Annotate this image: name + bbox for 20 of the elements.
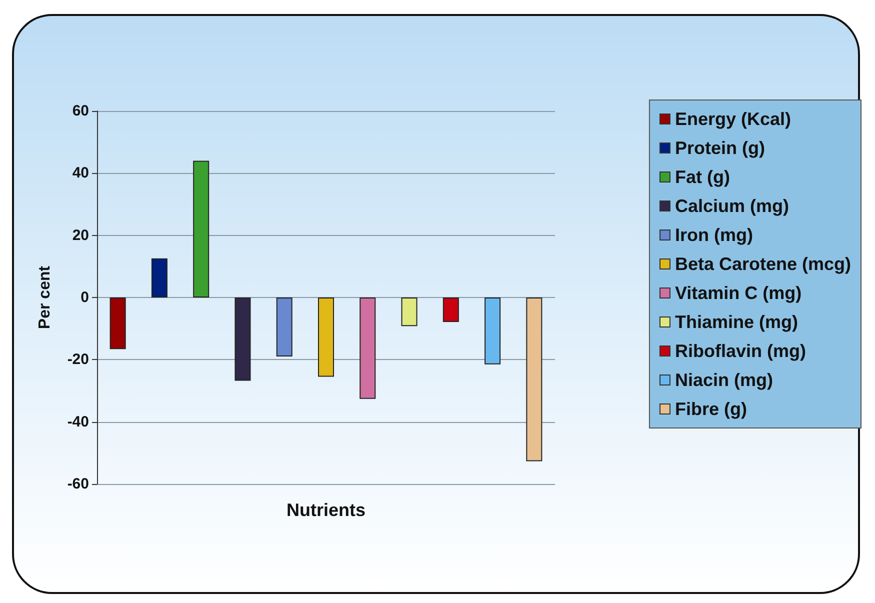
y-tick-label: 60 [72, 102, 89, 120]
legend-label: Thiamine (mg) [674, 312, 798, 332]
y-tick-label: 0 [80, 289, 89, 306]
y-tick-label: 20 [72, 226, 89, 244]
y-axis-title: Per cent [36, 265, 54, 330]
legend-label: Iron (mg) [674, 225, 753, 245]
legend-label: Calcium (mg) [674, 196, 789, 216]
y-tick-label: -40 [67, 413, 89, 430]
legend-label: Vitamin C (mg) [674, 283, 802, 303]
y-tick-label: -20 [67, 351, 89, 368]
legend-label: Beta Carotene (mcg) [674, 254, 852, 274]
y-tick-label: 40 [72, 164, 89, 182]
legend-label: Fibre (g) [674, 399, 747, 419]
legend-label: Riboflavin (mg) [674, 341, 806, 361]
legend-label: Niacin (mg) [674, 370, 773, 390]
legend-label: Protein (g) [674, 138, 765, 158]
y-tick-label: -60 [67, 476, 89, 492]
x-axis-title: Nutrients [286, 500, 366, 520]
legend-label: Energy (Kcal) [674, 109, 792, 129]
legend-label: Fat (g) [674, 167, 730, 187]
